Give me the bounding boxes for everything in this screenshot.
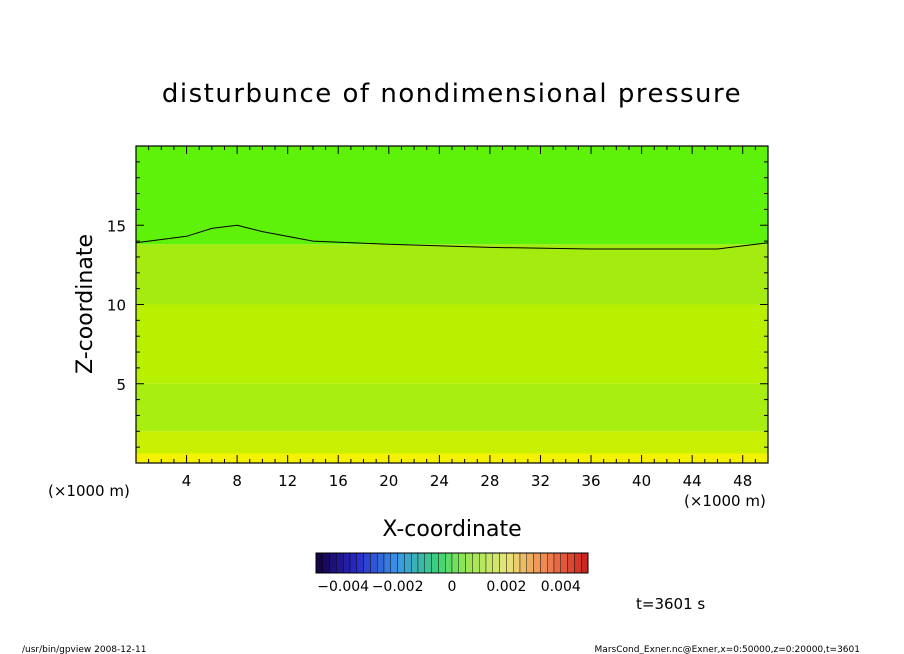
x-axis-label: X-coordinate — [382, 517, 521, 542]
y-tick-label-2: 15 — [107, 217, 126, 235]
colorbar-swatch — [322, 552, 330, 574]
colorbar-swatch — [397, 552, 405, 574]
x-tick-label-3: 16 — [329, 472, 348, 490]
colorbar-swatch — [336, 552, 344, 574]
field-band-5 — [136, 146, 768, 245]
x-tick-label-6: 28 — [480, 472, 499, 490]
colorbar-label-0: −0.004 — [317, 579, 369, 595]
x-tick-label-1: 8 — [232, 472, 242, 490]
y-axis-label: Z-coordinate — [73, 234, 98, 374]
field-band-1 — [136, 431, 768, 454]
colorbar-swatch — [540, 552, 548, 574]
colorbar-swatch — [417, 552, 426, 574]
colorbar-labels: −0.004 −0.002 0 0.002 0.004 — [317, 579, 581, 595]
y-tick-label-1: 10 — [107, 297, 126, 315]
footer-right: MarsCond_Exner.nc@Exner,x=0:50000,z=0:20… — [595, 645, 860, 654]
x-tick-label-5: 24 — [430, 472, 449, 490]
colorbar-swatch — [492, 552, 500, 574]
colorbar-swatch — [390, 552, 398, 574]
colorbar-swatch — [553, 552, 562, 574]
x-tick-label-4: 20 — [379, 472, 398, 490]
colorbar-swatch — [404, 552, 412, 574]
time-label: t=3601 s — [636, 595, 705, 613]
x-unit-right: (×1000 m) — [684, 492, 766, 510]
plot-area — [136, 146, 768, 463]
x-unit-left: (×1000 m) — [48, 482, 130, 500]
colorbar-swatch — [574, 552, 582, 574]
colorbar-swatch — [581, 552, 589, 574]
x-tick-label-11: 48 — [733, 472, 752, 490]
colorbar-label-4: 0.004 — [541, 579, 581, 595]
colorbar-swatch — [506, 552, 514, 574]
colorbar-swatch — [329, 552, 337, 574]
colorbar-swatch — [383, 552, 392, 574]
field-band-4 — [136, 244, 768, 305]
y-tick-label-0: 5 — [116, 376, 126, 394]
x-tick-label-8: 36 — [581, 472, 600, 490]
y-axis: 5 10 15 — [107, 161, 768, 448]
colorbar-swatch — [315, 552, 324, 574]
colorbar-swatch — [377, 552, 385, 574]
contour-lines — [135, 224, 769, 250]
colorbar — [315, 552, 589, 574]
colorbar-swatch — [465, 552, 473, 574]
colorbar-label-3: 0.002 — [486, 579, 526, 595]
x-tick-label-10: 44 — [683, 472, 702, 490]
colorbar-swatch — [343, 552, 351, 574]
x-axis: 4 8 12 16 20 24 28 32 36 40 44 48 — [148, 146, 756, 490]
colorbar-frame — [315, 552, 589, 574]
colorbar-swatch — [567, 552, 575, 574]
colorbar-swatch — [519, 552, 528, 574]
colorbar-swatch — [479, 552, 487, 574]
colorbar-swatch — [356, 552, 364, 574]
colorbar-swatch — [533, 552, 541, 574]
colorbar-swatch — [451, 552, 460, 574]
colorbar-swatch — [424, 552, 432, 574]
colorbar-swatch — [526, 552, 534, 574]
x-tick-label-2: 12 — [278, 472, 297, 490]
colorbar-label-2: 0 — [448, 579, 457, 595]
field-band-2 — [136, 383, 768, 432]
field-band-0 — [136, 453, 768, 463]
contour-line — [135, 224, 769, 250]
x-tick-label-9: 40 — [632, 472, 651, 490]
colorbar-swatch — [411, 552, 419, 574]
colorbar-swatch — [363, 552, 371, 574]
chart-title: disturbunce of nondimensional pressure — [162, 79, 742, 109]
colorbar-swatch — [370, 552, 378, 574]
colorbar-swatch — [485, 552, 494, 574]
x-tick-label-7: 32 — [531, 472, 550, 490]
footer-left: /usr/bin/gpview 2008-12-11 — [22, 645, 146, 654]
colorbar-swatch — [445, 552, 453, 574]
colorbar-swatch — [547, 552, 555, 574]
x-tick-label-0: 4 — [182, 472, 192, 490]
colorbar-label-1: −0.002 — [372, 579, 424, 595]
colorbar-swatch — [472, 552, 480, 574]
colorbar-swatch — [513, 552, 521, 574]
colorbar-swatch — [499, 552, 507, 574]
field-band-3 — [136, 304, 768, 384]
colorbar-swatch — [438, 552, 446, 574]
colorbar-swatch — [560, 552, 568, 574]
colorbar-swatch — [349, 552, 358, 574]
colorbar-swatch — [431, 552, 439, 574]
colorbar-swatch — [458, 552, 466, 574]
